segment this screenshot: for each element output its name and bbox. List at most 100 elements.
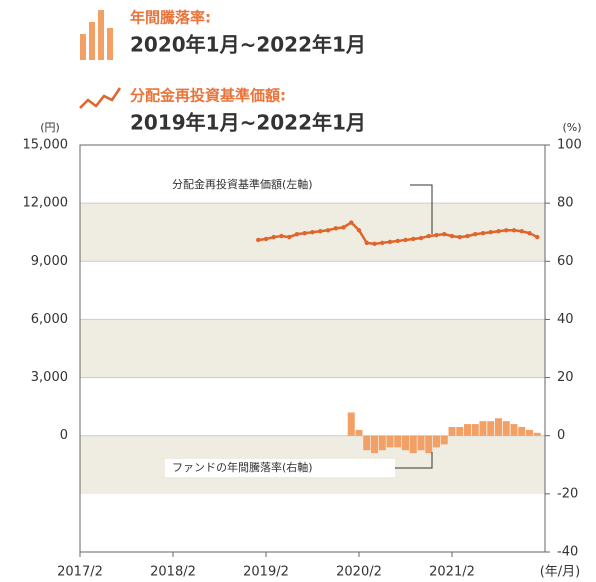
line-icon — [79, 87, 122, 109]
point — [310, 230, 315, 235]
point — [535, 234, 540, 240]
bar — [526, 429, 533, 436]
y2-axis-unit: (%) — [562, 121, 581, 134]
point — [333, 226, 338, 231]
bar — [479, 421, 487, 436]
bar — [456, 426, 464, 436]
y-axis-unit: (円) — [40, 121, 60, 134]
bar — [471, 424, 479, 436]
x-tick-label: 2021/2 — [429, 565, 475, 580]
point — [403, 237, 408, 243]
bar — [409, 435, 417, 454]
x-tick-label: 2017/2 — [57, 565, 103, 580]
x-axis-unit: (年/月) — [540, 565, 581, 580]
point — [473, 231, 478, 237]
point — [372, 241, 377, 247]
annotation-bg — [165, 459, 395, 477]
y-tick-label: 3,000 — [31, 370, 68, 385]
point — [527, 230, 532, 236]
point — [325, 228, 331, 233]
y2-tick-label: 80 — [557, 196, 574, 211]
y-tick-label: 9,000 — [31, 254, 68, 269]
point — [256, 237, 261, 243]
annotation: 分配金再投資基準価額(左軸) — [172, 177, 313, 191]
legend-name: 年間騰落率: — [130, 9, 211, 27]
y-tick-label: 0 — [60, 428, 68, 443]
bar — [402, 435, 409, 451]
y2-tick-label: 60 — [557, 254, 574, 269]
bar — [417, 435, 425, 451]
legend — [79, 10, 122, 109]
point — [519, 229, 524, 234]
y2-tick-label: 20 — [557, 370, 574, 385]
y2-tick-label: 100 — [557, 138, 582, 153]
x-tick-label: 2020/2 — [336, 565, 382, 580]
point — [434, 232, 439, 238]
point — [442, 231, 447, 237]
bar — [355, 429, 363, 436]
leader — [410, 184, 433, 234]
point — [302, 230, 307, 236]
bar — [464, 424, 471, 436]
point — [380, 240, 385, 246]
bar — [510, 424, 518, 436]
legend-period: 2020年1月~2022年1月 — [130, 33, 366, 57]
point — [271, 234, 276, 240]
leader — [395, 452, 433, 469]
point — [449, 233, 455, 239]
bar — [394, 435, 402, 448]
y-tick-label: 6,000 — [31, 312, 68, 327]
point — [279, 233, 284, 239]
y2-tick-label: -20 — [557, 486, 578, 501]
bar — [440, 435, 448, 445]
bar — [347, 412, 355, 436]
bar — [533, 432, 541, 436]
y2-tick-label: 40 — [557, 312, 574, 327]
point — [465, 233, 470, 239]
point — [504, 228, 509, 233]
bar — [495, 418, 502, 436]
y-tick-label: 12,000 — [23, 196, 69, 211]
point — [318, 229, 323, 234]
point — [364, 240, 369, 246]
point — [457, 234, 462, 240]
point — [480, 230, 486, 236]
point — [426, 233, 431, 239]
bar — [433, 435, 440, 448]
legend-name: 分配金再投資基準価額: — [130, 87, 286, 105]
bar — [378, 435, 386, 451]
y-tick-label: 15,000 — [23, 138, 69, 153]
bar — [487, 421, 495, 436]
point — [287, 234, 292, 240]
x-tick-label: 2018/2 — [150, 565, 196, 580]
point — [341, 225, 346, 230]
bar — [371, 435, 378, 454]
plot-frame — [79, 144, 546, 553]
point — [411, 236, 416, 242]
bar — [448, 426, 456, 436]
point — [418, 235, 424, 241]
annotation-bg — [165, 176, 410, 194]
point — [511, 228, 517, 233]
band — [80, 319, 545, 378]
annotation: ファンドの年間騰落率(右軸) — [172, 460, 313, 474]
point — [395, 238, 400, 244]
y2-tick-label: 0 — [557, 428, 565, 443]
point — [488, 230, 493, 235]
point — [294, 231, 300, 237]
point — [349, 220, 354, 225]
point — [387, 239, 393, 245]
bar — [386, 435, 394, 448]
bar-icon — [80, 10, 113, 60]
x-tick-label: 2019/2 — [243, 565, 289, 580]
y2-tick-label: -40 — [557, 545, 578, 560]
bar — [518, 426, 526, 436]
point — [356, 228, 362, 233]
bar — [502, 421, 510, 436]
point — [496, 229, 501, 234]
legend-period: 2019年1月~2022年1月 — [130, 111, 366, 135]
bar — [425, 435, 433, 454]
point — [263, 236, 269, 242]
bar — [363, 435, 371, 451]
